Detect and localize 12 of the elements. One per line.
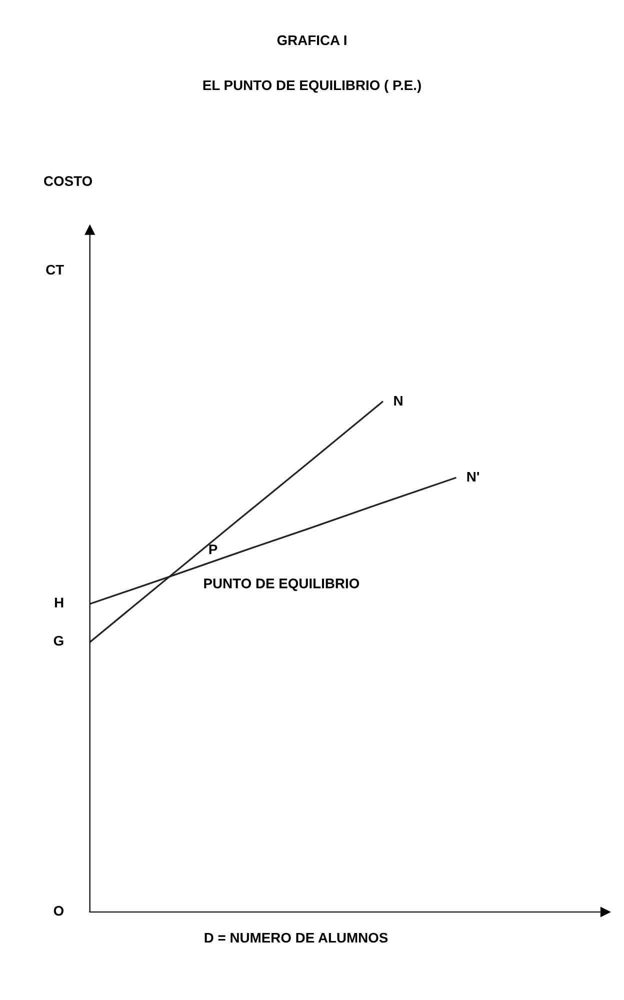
text: COSTO [44, 176, 92, 186]
annotation: P [209, 544, 218, 554]
annotation: H [54, 598, 64, 608]
x-axis-title: D = NUMERO DE ALUMNOS [204, 932, 388, 943]
chart-title: GRAFICA I [277, 35, 346, 46]
annotation: PUNTO DE EQUILIBRIO [204, 578, 360, 591]
text: CT [46, 264, 64, 275]
chart-subtitle: EL PUNTO DE EQUILIBRIO ( P.E.) [203, 80, 421, 93]
series-label: N' [467, 472, 479, 482]
annotation: O [54, 906, 64, 916]
annotation: G [54, 636, 64, 646]
series-label: N [394, 396, 402, 406]
